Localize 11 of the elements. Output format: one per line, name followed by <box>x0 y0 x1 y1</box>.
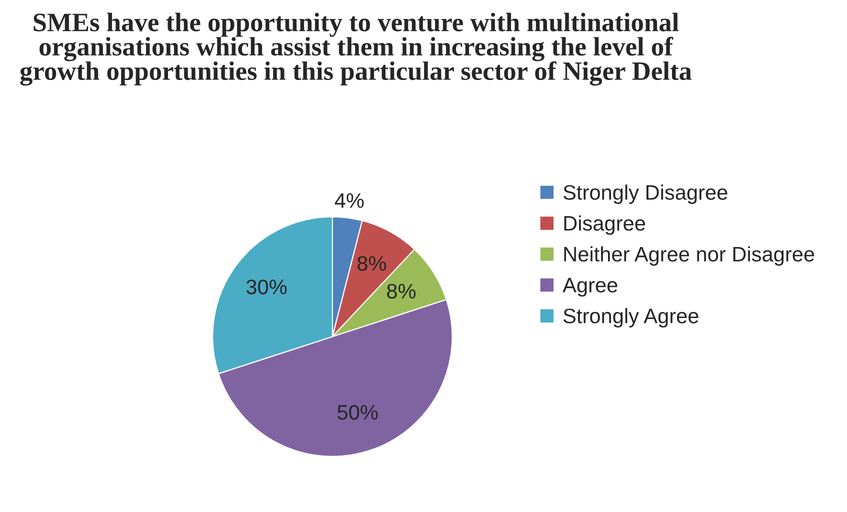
data-label: 4% <box>334 193 364 208</box>
data-label: 8% <box>387 284 416 299</box>
legend-label: Strongly Agree <box>564 308 698 328</box>
chart-title: SMEs have the opportunity to venture with multinational organisations which assist them in increasing the level of growth opportunities in this particular sector of Niger Delta <box>20 12 692 86</box>
data-label: 8% <box>358 256 386 271</box>
data-label: 50% <box>338 404 378 420</box>
legend-label: Disagree <box>564 215 646 235</box>
legend-label: Strongly Disagree <box>564 184 728 204</box>
legend-label: Neither Agree nor Disagree <box>564 246 814 266</box>
legend-label: Agree <box>562 278 618 297</box>
data-label: 30% <box>246 280 287 294</box>
